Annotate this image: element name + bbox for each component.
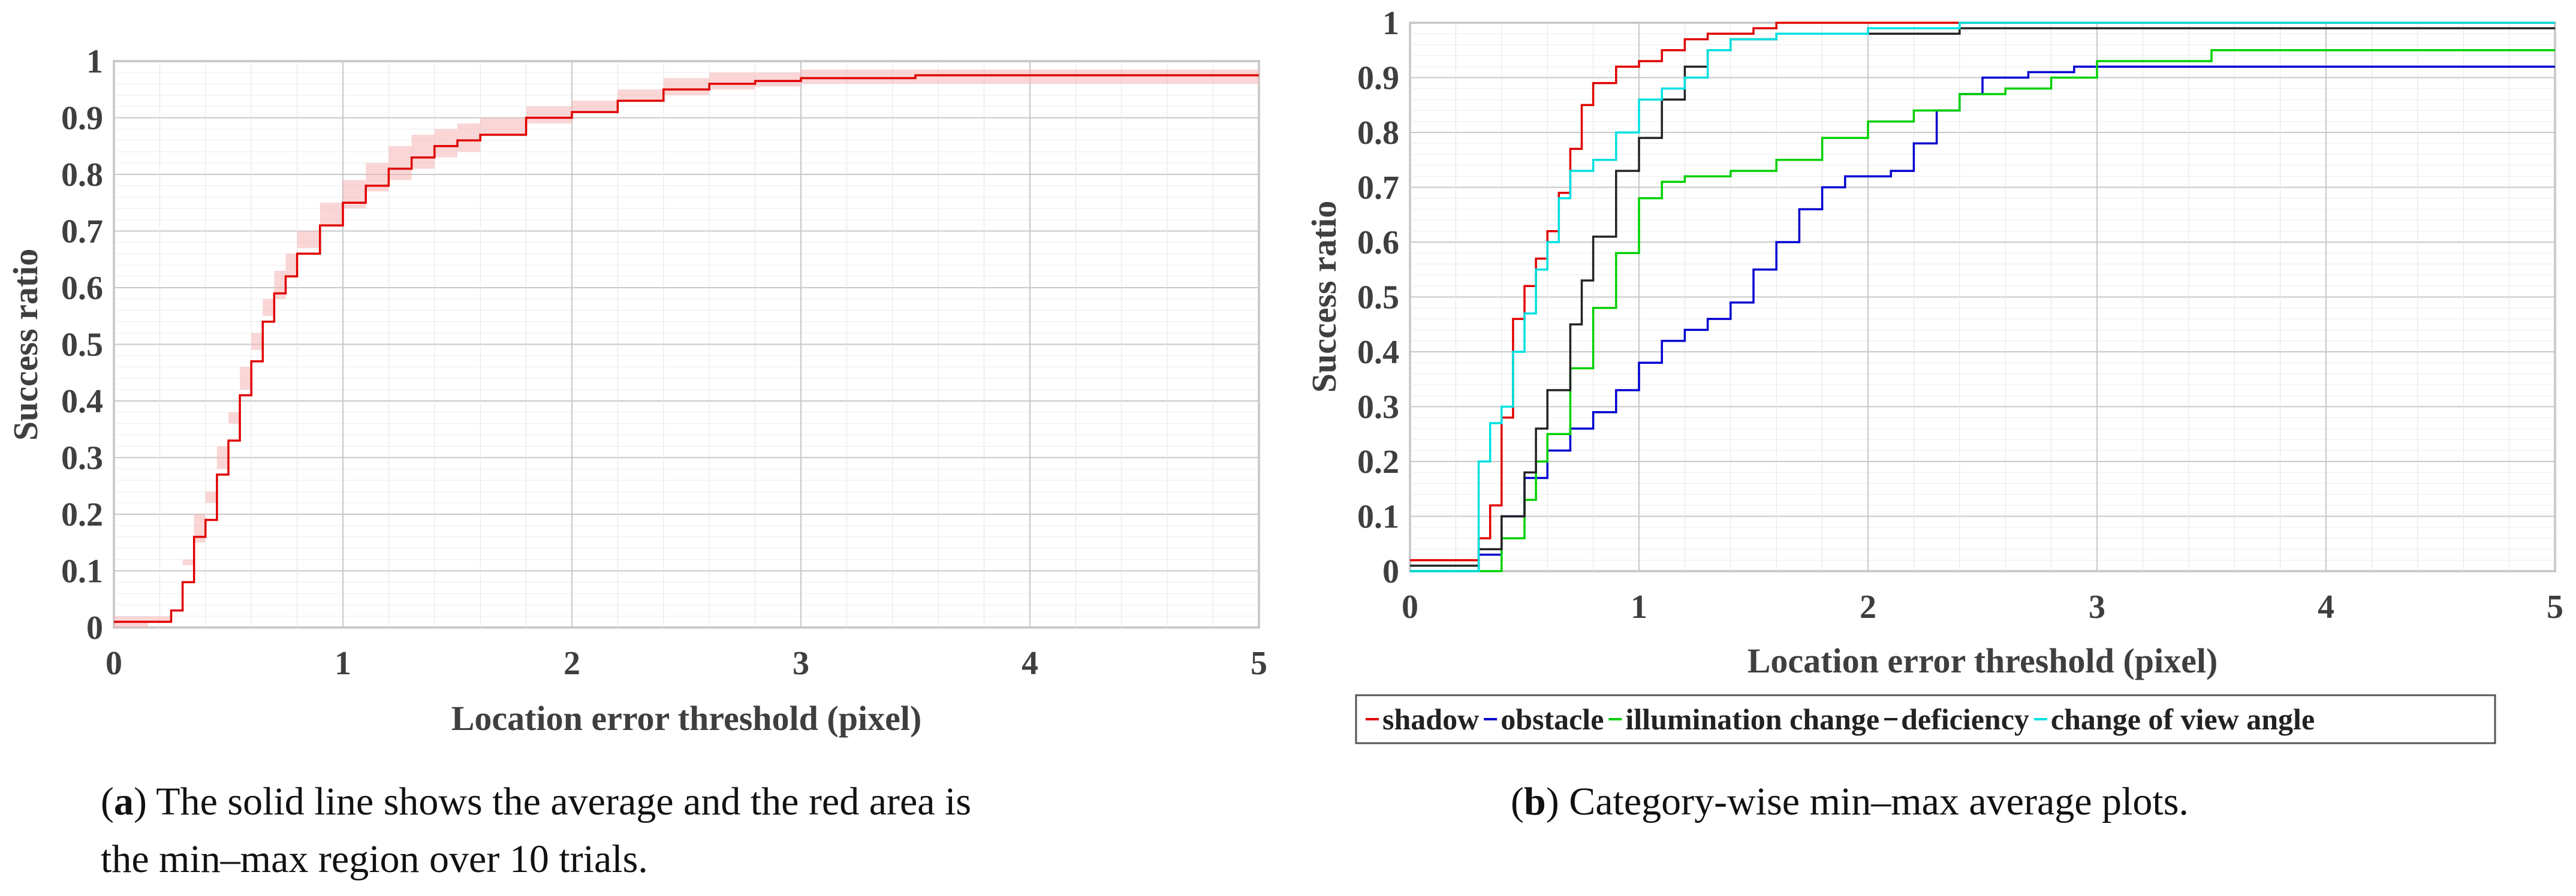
b-xtick-label: 3 bbox=[2089, 589, 2105, 626]
legend-label-obstacle: obstacle bbox=[1501, 702, 1604, 736]
panel-a-grid bbox=[113, 61, 1260, 628]
panel-b-y-axis-label: Success ratio bbox=[1304, 201, 1343, 393]
caption-a-text-line2: the min–max region over 10 trials. bbox=[101, 837, 648, 881]
caption-a: (a) The solid line shows the average and… bbox=[101, 780, 972, 881]
panel-a-x-ticks: 0 1 2 3 4 5 bbox=[106, 645, 1267, 682]
panel-a-series bbox=[114, 74, 1259, 623]
b-ytick-label: 0.4 bbox=[1357, 334, 1399, 371]
caption-a-text-line1: The solid line shows the average and the… bbox=[146, 780, 972, 823]
panel-b-legend: shadow obstacle illumination change deficie… bbox=[1355, 694, 2496, 744]
caption-b: (b) Category-wise min–max average plots. bbox=[1511, 780, 2189, 823]
panel-a-y-axis-label: Success ratio bbox=[6, 249, 45, 441]
legend-box bbox=[1355, 694, 2496, 744]
b-series-line-shadow bbox=[1410, 22, 2555, 562]
b-ytick-label: 0.3 bbox=[1357, 389, 1399, 426]
panel-b-series bbox=[1410, 22, 2555, 572]
panel-b-chart: 0 0.1 0.2 0.3 0.4 0.5 0.6 0.7 0.8 0.9 1 0 1 2 3 4 5 Loc… bbox=[1304, 5, 2563, 744]
b-ytick-label: 0.2 bbox=[1357, 444, 1399, 481]
legend-label-change-of-view-angle: change of view angle bbox=[2051, 702, 2315, 736]
b-ytick-label: 0.5 bbox=[1357, 279, 1399, 316]
panel-b-grid bbox=[1409, 22, 2556, 572]
a-xtick-label: 0 bbox=[106, 645, 122, 682]
a-ytick-label: 0.7 bbox=[61, 213, 103, 251]
b-xtick-label: 1 bbox=[1631, 589, 1647, 626]
b-xtick-label: 2 bbox=[1860, 589, 1876, 626]
a-series-line-average bbox=[114, 74, 1259, 623]
a-ytick-label: 0.4 bbox=[61, 383, 103, 420]
a-xtick-label: 4 bbox=[1022, 645, 1038, 682]
panel-a-chart: 0 0.1 0.2 0.3 0.4 0.5 0.6 0.7 0.8 0.9 1 0 1 2 3 4 5 Loc… bbox=[6, 43, 1267, 738]
b-xtick-label: 5 bbox=[2547, 589, 2563, 626]
legend-label-shadow: shadow bbox=[1382, 702, 1479, 736]
b-ytick-label: 1 bbox=[1382, 5, 1399, 42]
a-ytick-label: 0 bbox=[86, 610, 103, 647]
panel-a-x-axis-label: Location error threshold (pixel) bbox=[451, 699, 922, 738]
b-ytick-label: 0.9 bbox=[1357, 60, 1399, 97]
a-xtick-label: 5 bbox=[1251, 645, 1267, 682]
b-ytick-label: 0.1 bbox=[1357, 499, 1399, 536]
caption-b-label: b bbox=[1523, 780, 1546, 823]
caption-b-text-line1: Category-wise min–max average plots. bbox=[1559, 780, 2189, 823]
a-ytick-label: 0.3 bbox=[61, 440, 103, 477]
a-ytick-label: 0.9 bbox=[61, 100, 103, 137]
panel-b-x-ticks: 0 1 2 3 4 5 bbox=[1402, 589, 2563, 626]
b-ytick-label: 0 bbox=[1382, 553, 1399, 590]
a-ytick-label: 0.5 bbox=[61, 327, 103, 364]
panel-b-y-ticks: 0 0.1 0.2 0.3 0.4 0.5 0.6 0.7 0.8 0.9 1 bbox=[1357, 5, 1399, 590]
b-xtick-label: 4 bbox=[2318, 589, 2334, 626]
a-ytick-label: 1 bbox=[86, 43, 103, 80]
panel-b-x-axis-label: Location error threshold (pixel) bbox=[1748, 641, 2218, 680]
a-xtick-label: 3 bbox=[793, 645, 809, 682]
b-series-line-change-of-view-angle bbox=[1410, 22, 2555, 572]
a-ytick-label: 0.2 bbox=[61, 496, 103, 533]
a-xtick-label: 2 bbox=[564, 645, 580, 682]
b-xtick-label: 0 bbox=[1402, 589, 1418, 626]
a-xtick-label: 1 bbox=[335, 645, 351, 682]
b-ytick-label: 0.6 bbox=[1357, 224, 1399, 261]
panel-a-y-ticks: 0 0.1 0.2 0.3 0.4 0.5 0.6 0.7 0.8 0.9 1 bbox=[61, 43, 103, 647]
b-ytick-label: 0.7 bbox=[1357, 170, 1399, 207]
a-ytick-label: 0.8 bbox=[61, 156, 103, 194]
legend-label-deficiency: deficiency bbox=[1901, 702, 2029, 736]
b-ytick-label: 0.8 bbox=[1357, 114, 1399, 152]
a-ytick-label: 0.6 bbox=[61, 270, 103, 307]
caption-a-label: a bbox=[113, 780, 134, 823]
a-ytick-label: 0.1 bbox=[61, 553, 103, 590]
legend-label-illumination-change: illumination change bbox=[1625, 702, 1879, 736]
